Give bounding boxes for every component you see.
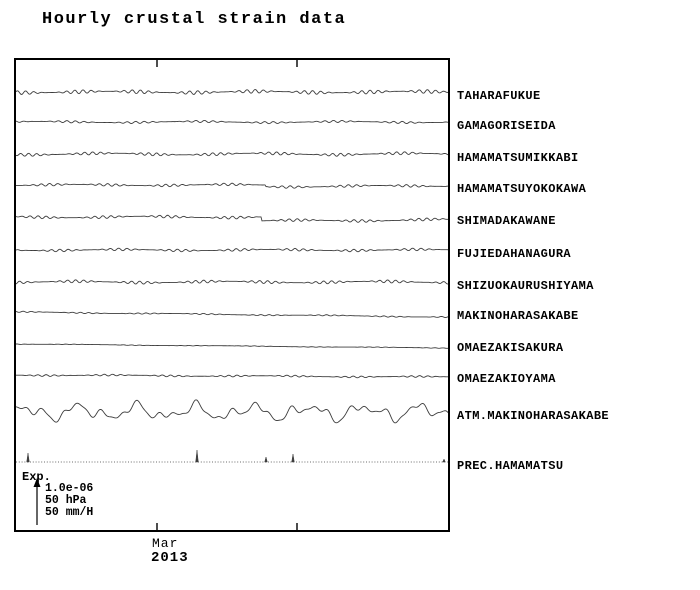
trace-SHIMADAKAWANE (16, 214, 448, 223)
plot-frame (14, 58, 450, 532)
trace-label-omaezakisakura: OMAEZAKISAKURA (457, 341, 564, 355)
trace-HAMAMATSUMIKKABI (16, 151, 448, 157)
scale-legend-title: Exp. (22, 470, 51, 484)
plot-canvas (16, 60, 448, 530)
trace-label-hamamatsumikkabi: HAMAMATSUMIKKABI (457, 151, 579, 165)
trace-HAMAMATSUYOKOKAWA (16, 182, 448, 189)
trace-label-makinoharasakabe: MAKINOHARASAKABE (457, 309, 579, 323)
trace-SHIZUOKAURUSHIYAMA (16, 279, 448, 285)
precip-spike (26, 452, 30, 463)
scale-legend: 1.0e-06 50 hPa 50 mm/H (45, 483, 93, 519)
trace-label-hamamatsuyokokawa: HAMAMATSUYOKOKAWA (457, 182, 587, 196)
x-axis-month-label: Mar (152, 536, 179, 551)
scale-precipitation: 50 mm/H (45, 506, 94, 519)
trace-label-shimadakawane: SHIMADAKAWANE (457, 214, 556, 228)
trace-ATM.MAKINOHARASAKABE (16, 399, 448, 424)
trace-OMAEZAKISAKURA (16, 343, 448, 349)
trace-MAKINOHARASAKABE (16, 310, 448, 318)
precip-spike (264, 456, 268, 463)
scale-strain: 1.0e-06 (45, 482, 94, 495)
trace-label-fujiedahanagura: FUJIEDAHANAGURA (457, 247, 572, 261)
precip-spike (291, 453, 295, 463)
trace-label-taharafukue: TAHARAFUKUE (457, 89, 541, 103)
trace-TAHARAFUKUE (16, 88, 448, 95)
x-axis-year-label: 2013 (151, 550, 189, 566)
trace-label-gamagoriseida: GAMAGORISEIDA (457, 119, 556, 133)
scale-pressure: 50 hPa (45, 494, 87, 507)
trace-label-atm-makinoharasakabe: ATM.MAKINOHARASAKABE (457, 409, 610, 423)
trace-FUJIEDAHANAGURA (16, 247, 448, 253)
trace-label-shizuokaurushiyama: SHIZUOKAURUSHIYAMA (457, 279, 594, 293)
page-title: Hourly crustal strain data (42, 10, 347, 29)
scale-arrow-head (33, 478, 41, 487)
trace-label-omaezakioyama: OMAEZAKIOYAMA (457, 372, 556, 386)
trace-GAMAGORISEIDA (16, 119, 448, 125)
precip-spike (195, 449, 199, 463)
precip-spike (442, 458, 446, 463)
trace-label-prec-hamamatsu: PREC.HAMAMATSU (457, 459, 564, 473)
trace-OMAEZAKIOYAMA (16, 373, 448, 379)
